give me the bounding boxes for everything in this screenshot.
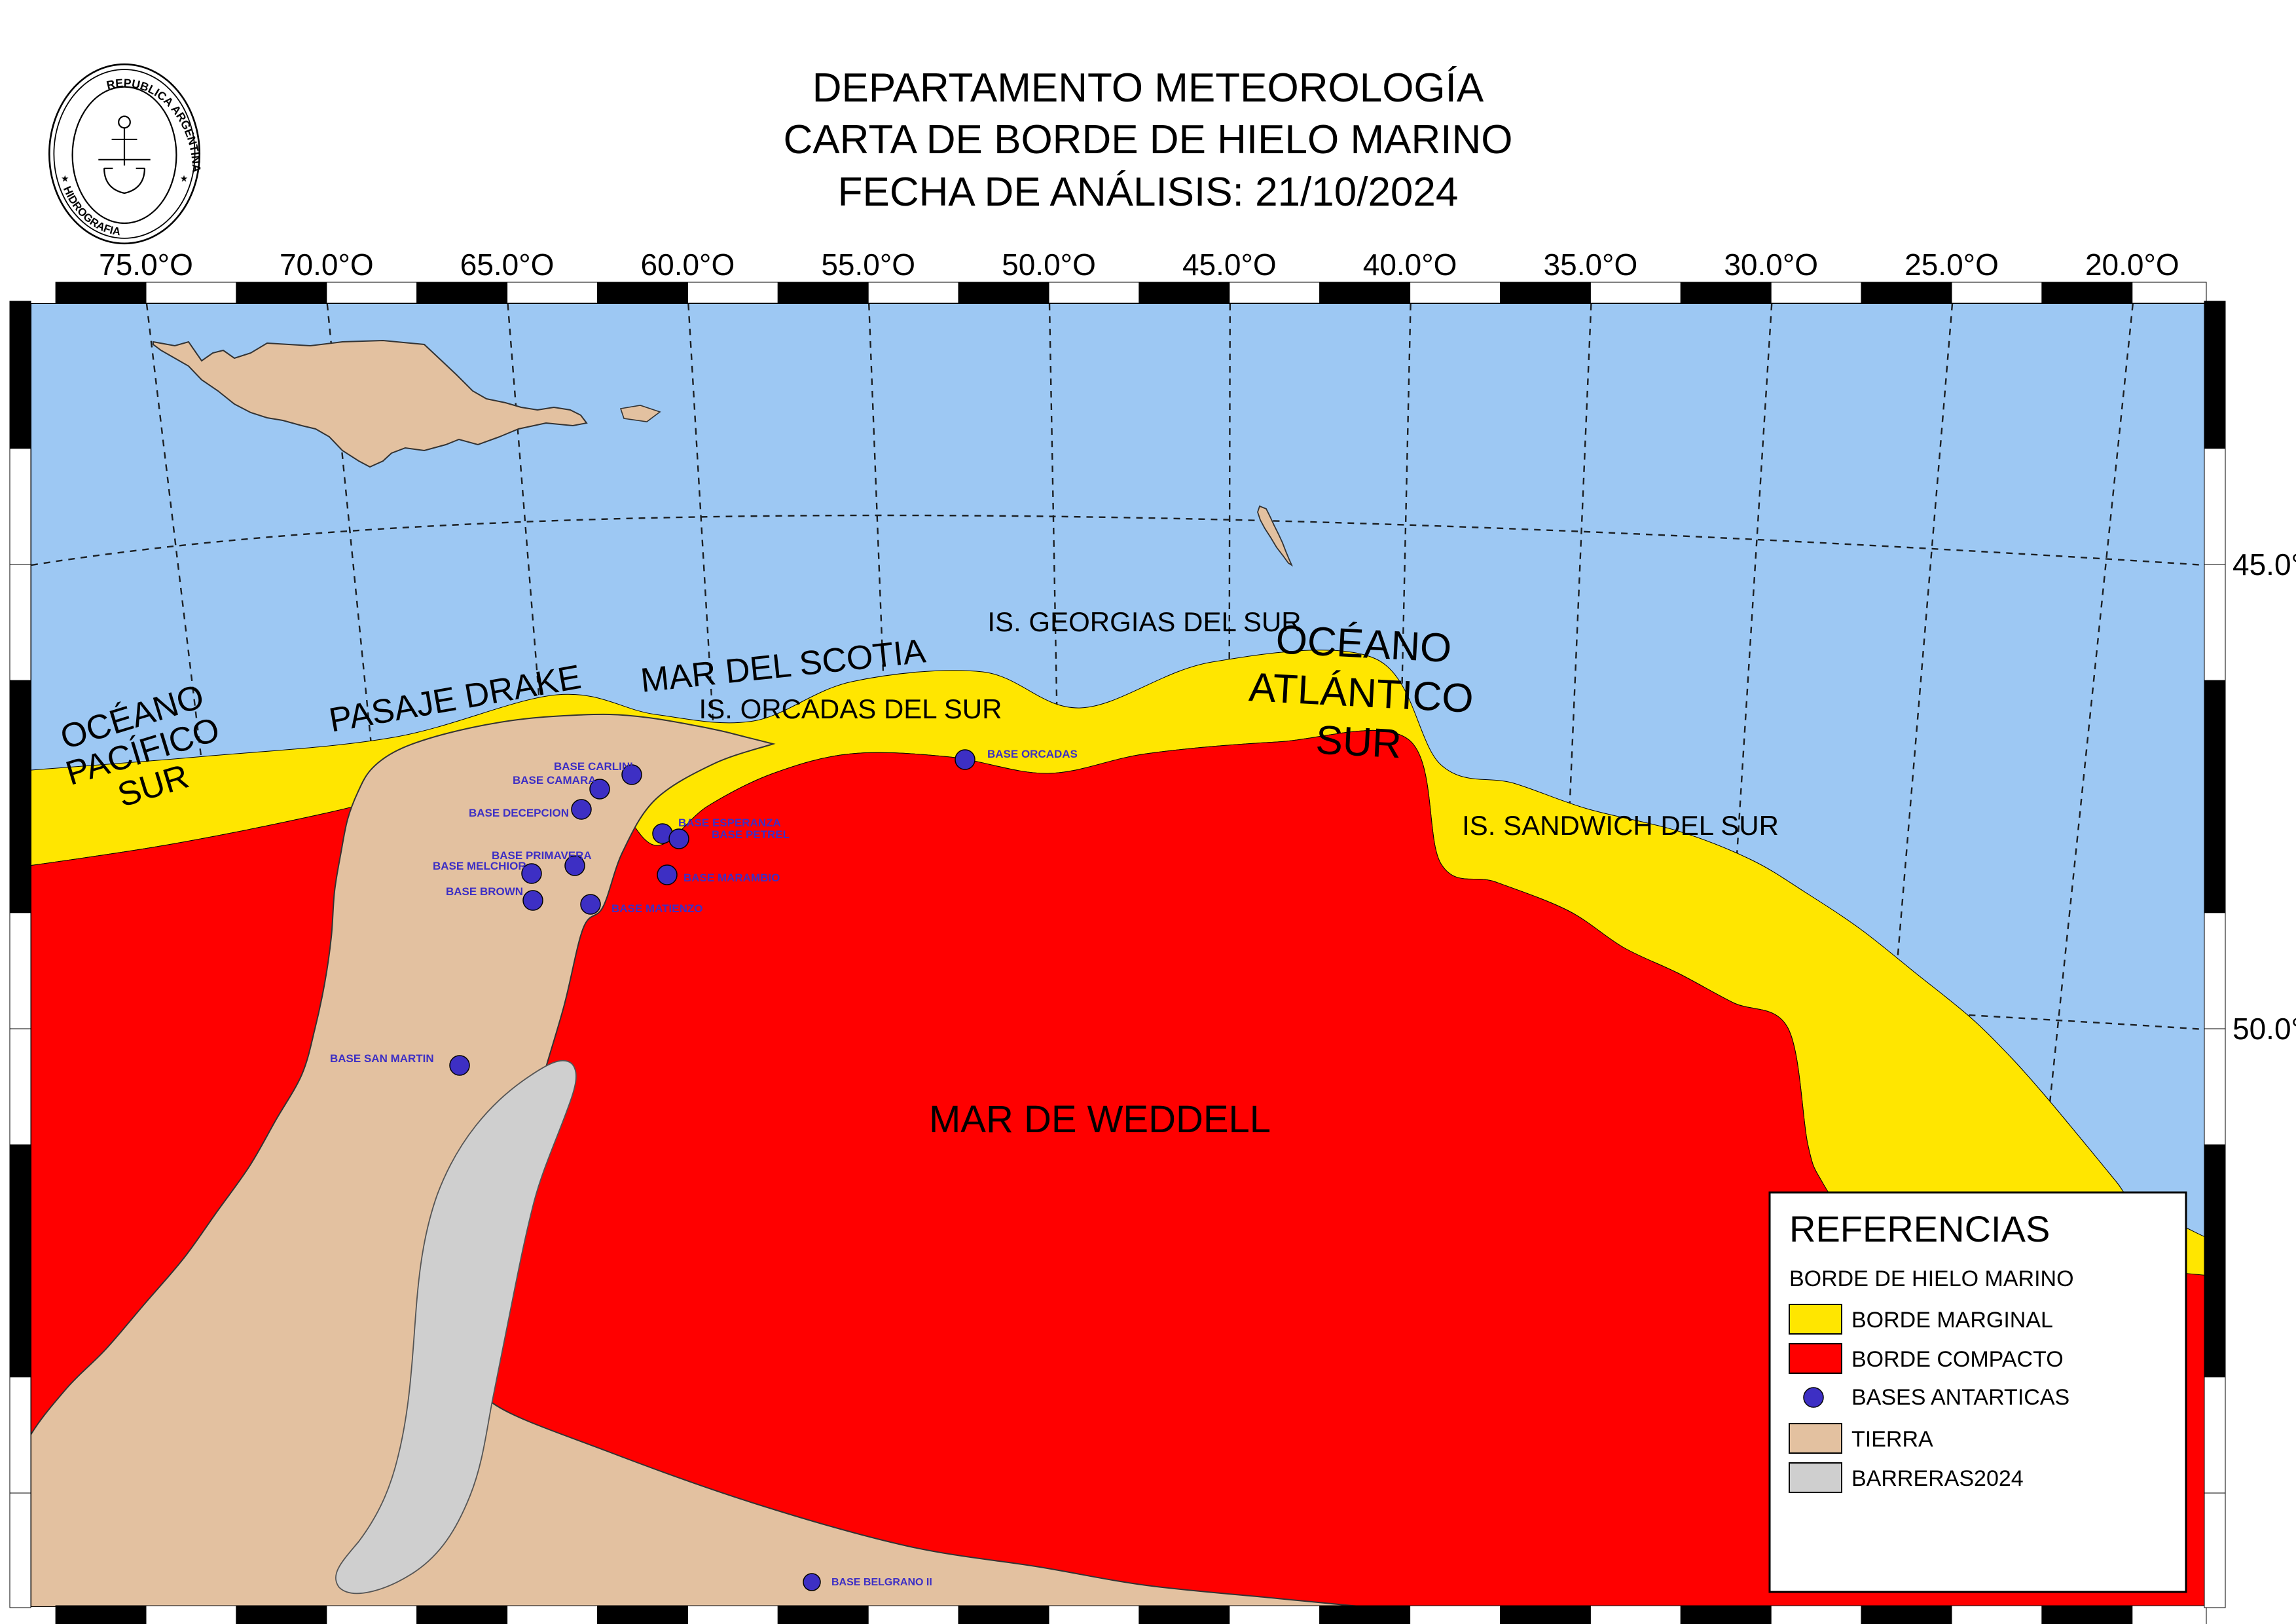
svg-text:45.0°O: 45.0°O [1182, 248, 1277, 282]
svg-text:30.0°O: 30.0°O [1724, 248, 1818, 282]
svg-text:BASE CARLINI: BASE CARLINI [554, 760, 633, 773]
svg-text:35.0°O: 35.0°O [1544, 248, 1638, 282]
svg-text:45.0°S: 45.0°S [2232, 547, 2296, 581]
svg-text:BASE DECEPCION: BASE DECEPCION [469, 807, 569, 819]
svg-text:REFERENCIAS: REFERENCIAS [1789, 1208, 2050, 1249]
svg-text:BASE MATIENZO: BASE MATIENZO [611, 902, 702, 915]
svg-text:50.0°O: 50.0°O [1002, 248, 1096, 282]
svg-text:★: ★ [180, 173, 189, 183]
svg-text:BASES ANTARTICAS: BASES ANTARTICAS [1851, 1385, 2069, 1410]
svg-text:SUR: SUR [1315, 718, 1402, 767]
svg-text:IS. GEORGIAS DEL SUR: IS. GEORGIAS DEL SUR [987, 606, 1301, 637]
svg-text:BASE CAMARA: BASE CAMARA [513, 774, 596, 786]
svg-text:BARRERAS2024: BARRERAS2024 [1851, 1466, 2024, 1491]
svg-text:55.0°O: 55.0°O [821, 248, 915, 282]
svg-text:★: ★ [61, 173, 69, 183]
svg-text:BASE MARAMBIO: BASE MARAMBIO [683, 872, 780, 884]
svg-text:BASE SAN MARTIN: BASE SAN MARTIN [330, 1052, 434, 1065]
svg-text:75.0°O: 75.0°O [99, 248, 193, 282]
svg-text:MAR DE WEDDELL: MAR DE WEDDELL [929, 1098, 1271, 1141]
svg-text:IS. SANDWICH DEL SUR: IS. SANDWICH DEL SUR [1462, 810, 1779, 841]
svg-text:BASE ORCADAS: BASE ORCADAS [987, 748, 1078, 760]
svg-text:BASE ESPERANZA: BASE ESPERANZA [678, 817, 781, 829]
svg-text:BASE BROWN: BASE BROWN [446, 885, 523, 898]
svg-text:HIDROGRAFIA: HIDROGRAFIA [61, 185, 122, 238]
svg-text:60.0°O: 60.0°O [641, 248, 735, 282]
svg-text:BASE MELCHIOR: BASE MELCHIOR [433, 860, 526, 872]
svg-text:OCÉANO: OCÉANO [1275, 617, 1453, 671]
svg-text:BASE PETREL: BASE PETREL [712, 828, 790, 841]
svg-text:BORDE DE HIELO MARINO: BORDE DE HIELO MARINO [1789, 1266, 2074, 1291]
svg-text:BORDE COMPACTO: BORDE COMPACTO [1851, 1347, 2064, 1372]
svg-text:65.0°O: 65.0°O [460, 248, 555, 282]
svg-text:IS. ORCADAS DEL SUR: IS. ORCADAS DEL SUR [699, 693, 1002, 724]
svg-text:BASE BELGRANO II: BASE BELGRANO II [831, 1577, 932, 1588]
svg-text:40.0°O: 40.0°O [1363, 248, 1457, 282]
svg-text:50.0°S: 50.0°S [2232, 1012, 2296, 1046]
svg-text:TIERRA: TIERRA [1851, 1427, 1933, 1452]
svg-text:BORDE MARGINAL: BORDE MARGINAL [1851, 1308, 2053, 1333]
svg-text:25.0°O: 25.0°O [1904, 248, 1999, 282]
svg-text:70.0°O: 70.0°O [280, 248, 374, 282]
svg-text:20.0°O: 20.0°O [2085, 248, 2179, 282]
